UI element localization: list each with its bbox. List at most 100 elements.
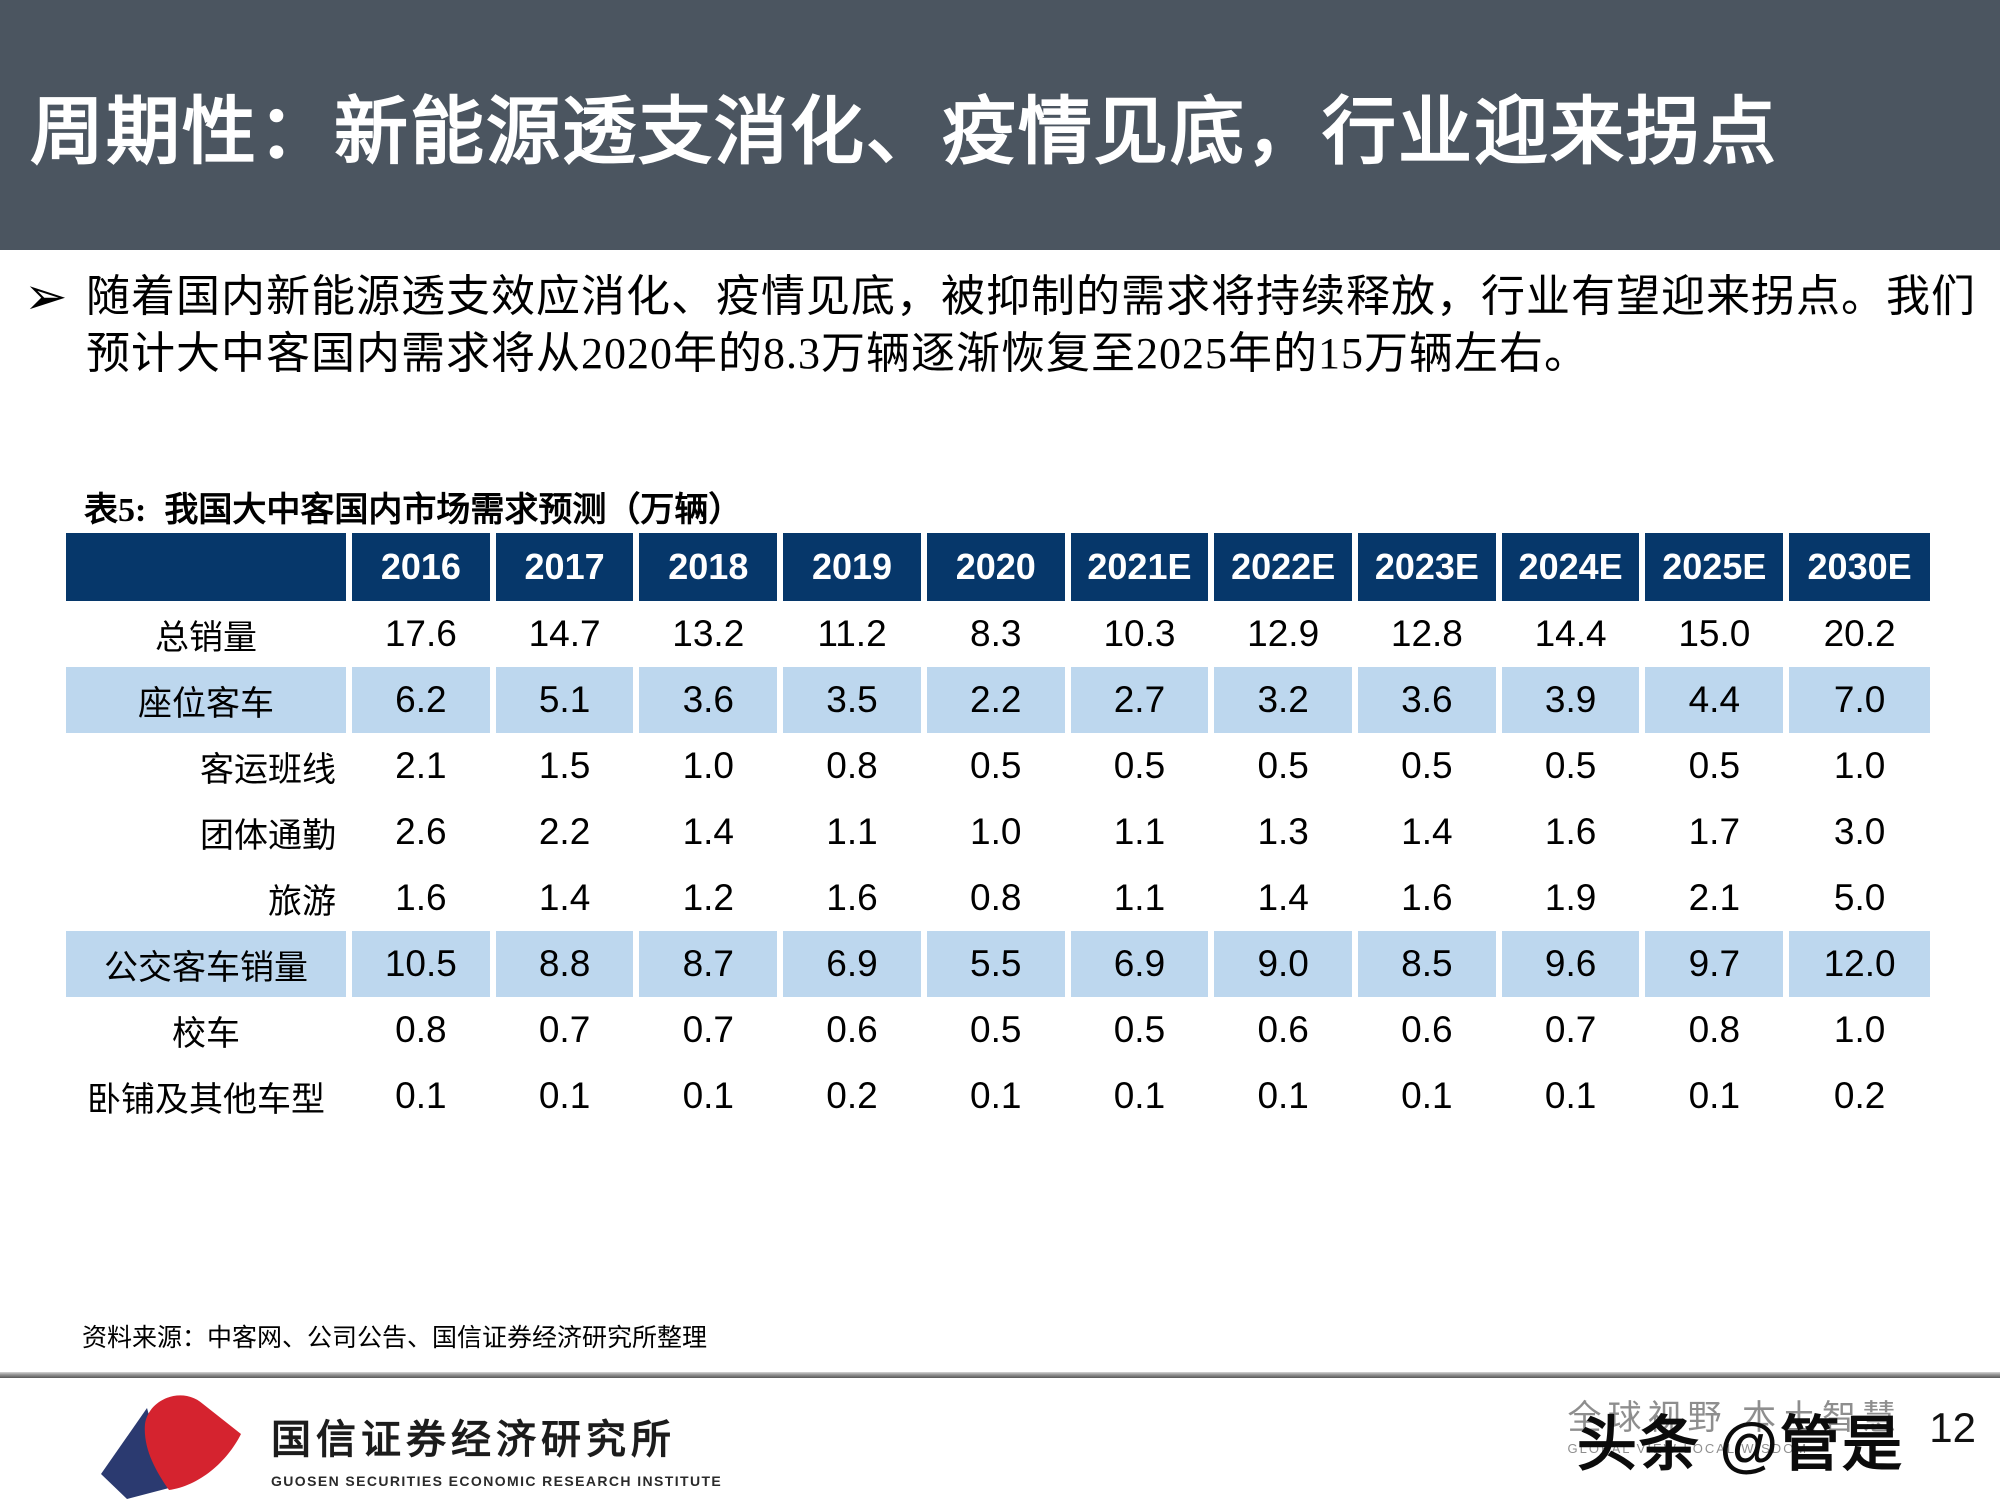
row-label: 总销量 [66,601,349,667]
value-cell: 1.0 [920,799,1068,865]
value-cell: 0.1 [489,1063,637,1129]
value-cell: 1.0 [1783,997,1930,1063]
value-cell: 0.7 [489,997,637,1063]
value-cell: 0.5 [920,733,1068,799]
value-cell: 2.2 [920,667,1068,733]
table-row: 团体通勤 2.6 2.2 1.4 1.1 1.0 1.1 1.3 1.4 1.6 1.7 3.0 [66,799,1930,865]
year-column-header: 2020 [920,533,1068,601]
value-cell: 1.2 [633,865,781,931]
row-label: 座位客车 [66,667,349,733]
value-cell: 0.1 [1639,1063,1787,1129]
value-cell: 0.5 [1064,733,1212,799]
table-row: 卧铺及其他车型 0.1 0.1 0.1 0.2 0.1 0.1 0.1 0.1 0.1 0.1 0.2 [66,1063,1930,1129]
value-cell: 0.7 [1495,997,1643,1063]
row-label: 团体通勤 [66,799,349,865]
bullet-paragraph: ➢ 随着国内新能源透支效应消化、疫情见底，被抑制的需求将持续释放，行业有望迎来拐… [24,268,1976,382]
value-cell: 2.7 [1064,667,1212,733]
value-cell: 2.6 [346,799,493,865]
value-cell: 1.6 [777,865,924,931]
value-cell: 3.5 [777,667,924,733]
year-column-header: 2021E [1064,533,1212,601]
year-column-header: 2016 [346,533,493,601]
value-cell: 0.5 [1208,733,1356,799]
arrow-bullet-icon: ➢ [24,268,68,326]
value-cell: 0.8 [777,733,924,799]
value-cell: 0.6 [1208,997,1356,1063]
value-cell: 10.3 [1064,601,1212,667]
table-row: 座位客车 6.2 5.1 3.6 3.5 2.2 2.7 3.2 3.6 3.9 4.4 7.0 [66,667,1930,733]
value-cell: 3.2 [1208,667,1356,733]
value-cell: 9.6 [1495,931,1643,997]
value-cell: 0.1 [1064,1063,1212,1129]
year-column-header: 2018 [633,533,781,601]
footer-divider [0,1372,2000,1378]
value-cell: 17.6 [346,601,493,667]
value-cell: 3.6 [1352,667,1499,733]
slide-title-bar: 周期性：新能源透支消化、疫情见底，行业迎来拐点 [0,0,2000,250]
row-label: 公交客车销量 [66,931,349,997]
value-cell: 2.1 [1639,865,1787,931]
value-cell: 3.9 [1495,667,1643,733]
value-cell: 1.0 [1783,733,1930,799]
table-row: 客运班线 2.1 1.5 1.0 0.8 0.5 0.5 0.5 0.5 0.5 0.5 1.0 [66,733,1930,799]
value-cell: 0.5 [1064,997,1212,1063]
value-cell: 0.2 [1783,1063,1930,1129]
value-cell: 0.6 [777,997,924,1063]
year-column-header: 2017 [489,533,637,601]
table-row: 总销量 17.6 14.7 13.2 11.2 8.3 10.3 12.9 12.8 14.4 15… [66,601,1930,667]
value-cell: 0.8 [920,865,1068,931]
table-row: 校车 0.8 0.7 0.7 0.6 0.5 0.5 0.6 0.6 0.7 0.8 1.0 [66,997,1930,1063]
value-cell: 0.5 [1352,733,1499,799]
table-row: 旅游 1.6 1.4 1.2 1.6 0.8 1.1 1.4 1.6 1.9 2.1 5.0 [66,865,1930,931]
value-cell: 0.2 [777,1063,924,1129]
value-cell: 12.9 [1208,601,1356,667]
table-row: 公交客车销量 10.5 8.8 8.7 6.9 5.5 6.9 9.0 8.5 9.6 9.7 12.… [66,931,1930,997]
ghost-slogan-en: GLOBAL VIEW LOCAL WISDOM [1567,1441,1809,1456]
value-cell: 12.0 [1783,931,1930,997]
demand-forecast-table: 2016 2017 2018 2019 2020 2021E 2022E 2023E 2024E… [66,533,1930,1129]
value-cell: 1.4 [633,799,781,865]
value-cell: 0.8 [1639,997,1787,1063]
table-header-row: 2016 2017 2018 2019 2020 2021E 2022E 2023E 2024E… [66,533,1930,601]
table-caption: 表5: 我国大中客国内市场需求预测（万辆） [84,482,742,531]
value-cell: 3.0 [1783,799,1930,865]
value-cell: 1.9 [1495,865,1643,931]
value-cell: 8.5 [1352,931,1499,997]
value-cell: 2.2 [489,799,637,865]
row-label: 旅游 [66,865,349,931]
value-cell: 1.4 [489,865,637,931]
value-cell: 0.1 [1208,1063,1356,1129]
value-cell: 0.6 [1352,997,1499,1063]
value-cell: 5.1 [489,667,637,733]
value-cell: 1.4 [1352,799,1499,865]
value-cell: 2.1 [346,733,493,799]
value-cell: 12.8 [1352,601,1499,667]
value-cell: 0.1 [633,1063,781,1129]
footer-org-name: 国信证券经济研究所 GUOSEN SECURITIES ECONOMIC RES… [271,1407,722,1489]
watermark-area: 全球视野 本土智慧 GLOBAL VIEW LOCAL WISDOM 头条 @管… [1422,1382,1982,1492]
year-column-header: 2022E [1208,533,1356,601]
watermark-ghost-slogan: 全球视野 本土智慧 GLOBAL VIEW LOCAL WISDOM [1568,1390,1903,1456]
year-column-header: 2024E [1495,533,1643,601]
value-cell: 1.3 [1208,799,1356,865]
table-caption-number: 表5: [84,492,147,529]
value-cell: 0.5 [1639,733,1787,799]
value-cell: 13.2 [633,601,781,667]
footer: 国信证券经济研究所 GUOSEN SECURITIES ECONOMIC RES… [95,1392,722,1500]
value-cell: 20.2 [1783,601,1930,667]
value-cell: 14.7 [489,601,637,667]
value-cell: 8.7 [633,931,781,997]
row-label: 卧铺及其他车型 [66,1063,349,1129]
value-cell: 9.7 [1639,931,1787,997]
value-cell: 5.0 [1783,865,1930,931]
value-cell: 1.4 [1208,865,1356,931]
value-cell: 0.7 [633,997,781,1063]
value-cell: 6.2 [346,667,493,733]
value-cell: 1.6 [346,865,493,931]
year-column-header: 2019 [777,533,924,601]
value-cell: 6.9 [1064,931,1212,997]
value-cell: 0.5 [920,997,1068,1063]
value-cell: 3.6 [633,667,781,733]
value-cell: 0.8 [346,997,493,1063]
